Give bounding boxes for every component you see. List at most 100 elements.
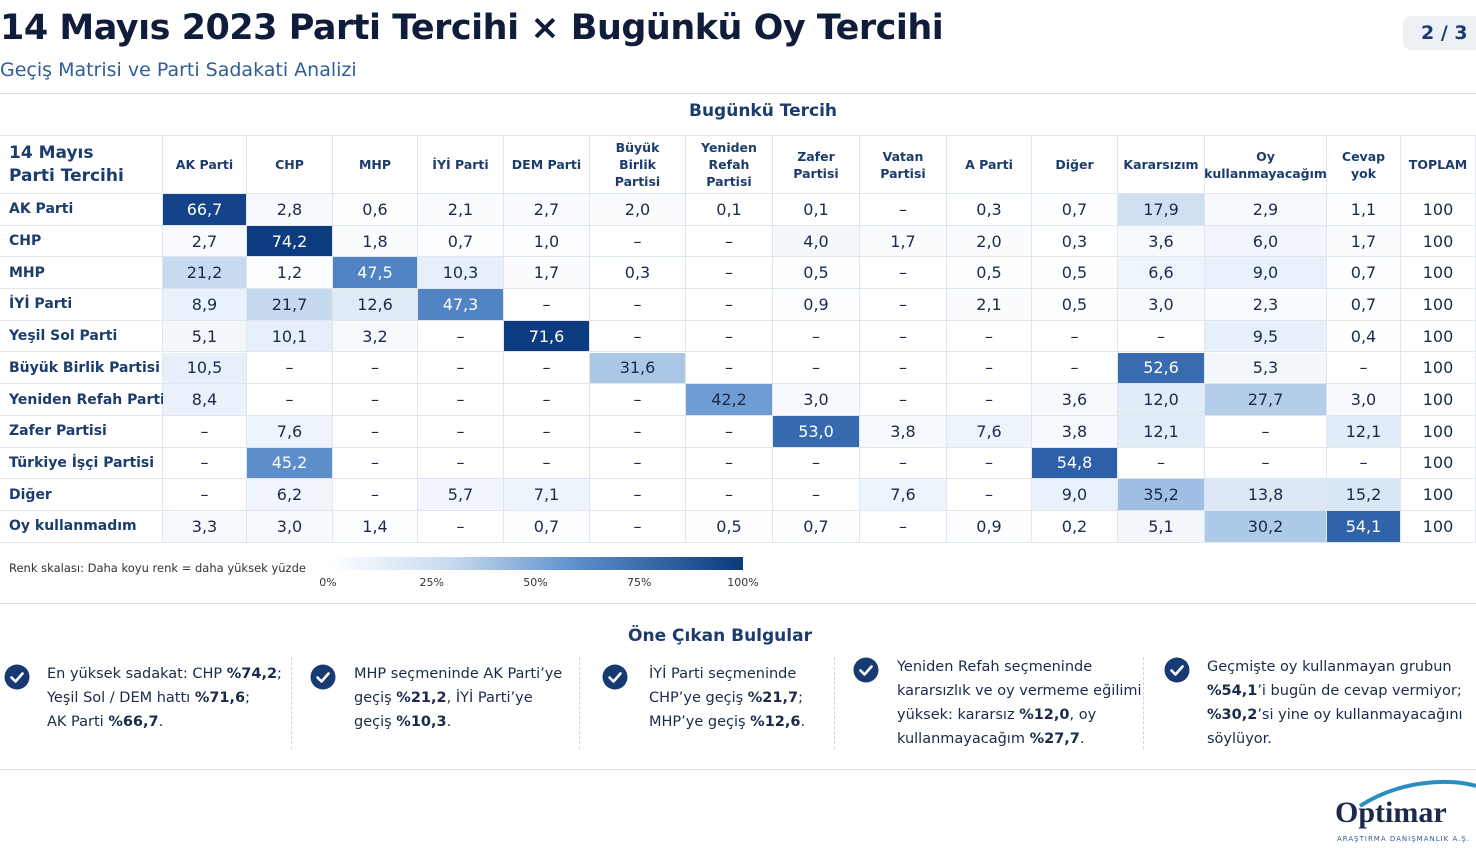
finding-line: Yeşil Sol / DEM hattı %71,6; xyxy=(47,686,282,710)
table-cell: 100 xyxy=(1401,289,1476,321)
table-cell: 0,3 xyxy=(947,194,1032,226)
row-header: Yeşil Sol Parti xyxy=(0,320,163,353)
table-cell: 71,6 xyxy=(504,320,590,353)
table-cell: 5,7 xyxy=(418,479,504,511)
finding: En yüksek sadakat: CHP %74,2; Yeşil Sol /… xyxy=(47,662,282,734)
highlight: %21,7 xyxy=(747,690,799,706)
table-cell: 74,2 xyxy=(247,225,333,258)
subtitle: Geçiş Matrisi ve Parti Sadakati Analizi xyxy=(0,59,357,81)
column-header: A Parti xyxy=(947,135,1032,194)
highlight: %71,6 xyxy=(194,690,246,706)
separator xyxy=(1143,657,1144,749)
table-cell: – xyxy=(1118,320,1205,353)
table-cell: 0,5 xyxy=(947,257,1032,290)
row-header: İYİ Parti xyxy=(0,289,163,321)
table-cell: 52,6 xyxy=(1118,352,1205,385)
separator xyxy=(579,657,580,749)
table-cell: 100 xyxy=(1401,225,1476,258)
title: 14 Mayıs 2023 Parti Tercihi × Bugünkü Oy… xyxy=(0,8,944,48)
table-cell: 15,2 xyxy=(1327,479,1401,511)
table-cell: – xyxy=(1327,447,1401,480)
row-header: Zafer Partisi xyxy=(0,415,163,448)
table-cell: – xyxy=(418,320,504,353)
check-icon xyxy=(1164,657,1190,683)
finding-text: Geçmişte oy kullanmayan grubun xyxy=(1207,659,1452,675)
table-cell: 47,5 xyxy=(333,257,418,290)
table-cell: 0,6 xyxy=(333,194,418,226)
table-cell: – xyxy=(860,257,947,290)
table-cell: – xyxy=(1205,415,1327,448)
table-cell: – xyxy=(163,415,247,448)
check-icon xyxy=(4,664,30,690)
table-cell: 2,0 xyxy=(590,194,686,226)
table-cell: 12,1 xyxy=(1118,415,1205,448)
finding-text: ; xyxy=(245,690,251,706)
table-cell: – xyxy=(504,352,590,385)
table-cell: 0,3 xyxy=(1032,225,1118,258)
finding-line: MHP’ye geçiş %12,6. xyxy=(649,710,805,734)
table-cell: 0,7 xyxy=(1032,194,1118,226)
table-cell: – xyxy=(947,384,1032,416)
finding: Yeniden Refah seçmeninde kararsızlık ve o… xyxy=(897,655,1142,751)
table-cell: 10,1 xyxy=(247,320,333,353)
finding-line: kararsızlık ve oy vermeme eğilimi xyxy=(897,679,1142,703)
scale-tick: 100% xyxy=(727,576,759,589)
table-cell: 0,3 xyxy=(590,257,686,290)
table-cell: 5,1 xyxy=(163,320,247,353)
finding-text: geçiş xyxy=(354,714,397,730)
table-cell: – xyxy=(686,479,773,511)
table-cell: – xyxy=(590,415,686,448)
finding-text: MHP seçmeninde AK Parti’ye xyxy=(354,666,563,682)
row-header: Büyük Birlik Partisi xyxy=(0,352,163,385)
table-cell: 2,7 xyxy=(504,194,590,226)
table-cell: – xyxy=(333,415,418,448)
table-cell: – xyxy=(686,257,773,290)
table-cell: – xyxy=(590,384,686,416)
table-cell: – xyxy=(163,447,247,480)
table-cell: 3,6 xyxy=(1118,225,1205,258)
table-cell: – xyxy=(504,447,590,480)
group-header: Bugünkü Tercih xyxy=(688,101,838,121)
column-header: Oy kullanmayacağım xyxy=(1204,135,1327,194)
finding-line: geçiş %21,2, İYİ Parti’ye xyxy=(354,686,562,710)
finding-text: ’i bugün de cevap vermiyor; xyxy=(1257,683,1462,699)
table-cell: 1,4 xyxy=(333,511,418,543)
check-icon xyxy=(602,664,628,690)
table-cell: 8,4 xyxy=(163,384,247,416)
finding-text: söylüyor. xyxy=(1207,731,1272,747)
table-cell: 1,7 xyxy=(1327,225,1401,258)
scale-tick: 0% xyxy=(319,576,337,589)
table-cell: – xyxy=(1032,352,1118,385)
column-header: Cevap yok xyxy=(1327,135,1401,194)
table-cell: – xyxy=(773,352,860,385)
column-header: CHP xyxy=(247,135,333,194)
table-cell: – xyxy=(590,479,686,511)
finding-line: AK Parti %66,7. xyxy=(47,710,282,734)
finding-line: İYİ Parti seçmeninde xyxy=(649,662,805,686)
table-cell: 0,5 xyxy=(1032,257,1118,290)
finding-text: geçiş xyxy=(354,690,397,706)
table-cell: – xyxy=(418,384,504,416)
finding-text: , İYİ Parti’ye xyxy=(446,690,533,706)
table-cell: 3,2 xyxy=(333,320,418,353)
finding-text: . xyxy=(446,714,452,730)
table-cell: – xyxy=(504,415,590,448)
table-cell: 3,6 xyxy=(1032,384,1118,416)
finding-text: ’si yine oy kullanmayacağını xyxy=(1257,707,1463,723)
divider xyxy=(0,603,1476,604)
table-cell: – xyxy=(947,479,1032,511)
table-cell: – xyxy=(686,289,773,321)
table-cell: 1,2 xyxy=(247,257,333,290)
table-cell: 100 xyxy=(1401,511,1476,543)
finding-text: . xyxy=(800,714,806,730)
finding-text: En yüksek sadakat: CHP xyxy=(47,666,227,682)
table-cell: 1,1 xyxy=(1327,194,1401,226)
check-icon xyxy=(310,664,336,690)
table-cell: – xyxy=(860,352,947,385)
table-cell: – xyxy=(418,511,504,543)
table-cell: 100 xyxy=(1401,352,1476,385)
table-cell: 2,9 xyxy=(1205,194,1327,226)
table-cell: 0,2 xyxy=(1032,511,1118,543)
row-header: CHP xyxy=(0,225,163,258)
